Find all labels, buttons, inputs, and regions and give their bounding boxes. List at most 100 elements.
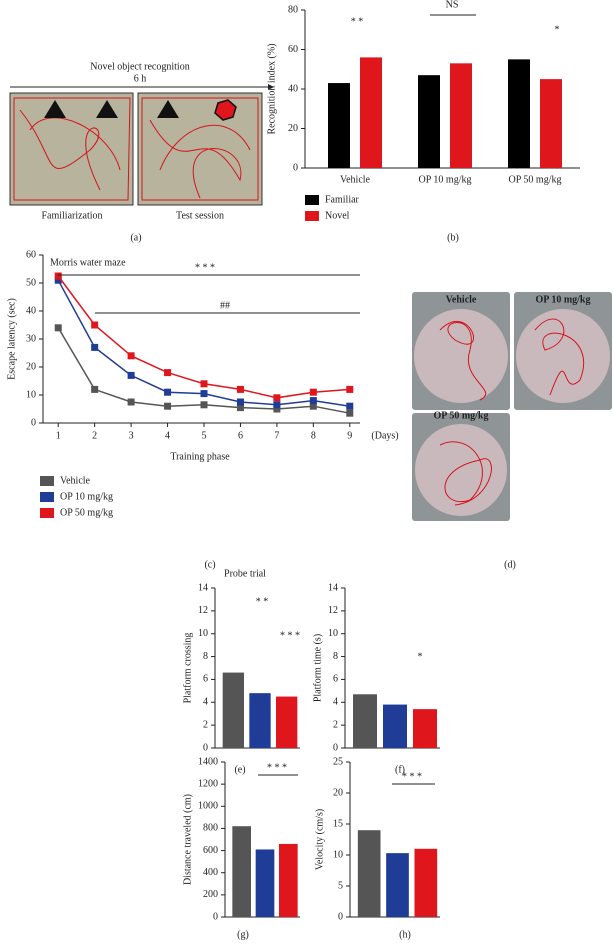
legend-label: OP 10 mg/kg (60, 491, 113, 502)
point (200, 390, 208, 398)
point (346, 409, 354, 417)
y-axis-label: Velocity (cm/s) (314, 809, 325, 870)
panel-label: (h) (399, 929, 411, 940)
legend-swatch (40, 492, 54, 502)
panel-a: Novel object recognition 6 h Familiariza… (9, 61, 274, 243)
y-tick-label: 10 (26, 389, 36, 400)
point (236, 404, 244, 412)
y-tick-label: 0 (333, 742, 338, 753)
bar (450, 63, 472, 169)
point (309, 388, 317, 396)
annotation: * * * (195, 262, 215, 273)
pool (415, 424, 507, 516)
y-tick-label: 20 (288, 123, 298, 134)
point (236, 398, 244, 406)
x-tick-label: 8 (311, 430, 316, 441)
pool-label: Vehicle (446, 294, 477, 305)
y-tick-label: 400 (203, 867, 218, 878)
y-tick-label: 60 (26, 249, 36, 260)
box-label: Test session (176, 210, 224, 221)
y-tick-label: 10 (333, 849, 343, 860)
point (200, 401, 208, 409)
x-tick-label: 1 (56, 430, 61, 441)
bar (353, 694, 377, 748)
y-tick-label: 6 (333, 674, 338, 685)
point (127, 371, 135, 379)
bar (414, 848, 438, 917)
y-tick-label: 25 (333, 756, 343, 767)
chart-title: Morris water maze (50, 257, 126, 268)
point (164, 388, 172, 396)
y-tick-label: 8 (333, 651, 338, 662)
swim-path (534, 318, 584, 396)
panel-a-title: Novel object recognition (90, 61, 189, 72)
pool (414, 309, 508, 403)
y-tick-label: 14 (198, 582, 208, 593)
point (91, 385, 99, 393)
annotation: * * * (267, 762, 287, 773)
bar (386, 853, 409, 917)
point (127, 352, 135, 360)
track (141, 97, 259, 201)
y-tick-label: 200 (203, 889, 218, 900)
y-tick-label: 0 (338, 911, 343, 922)
point (309, 397, 317, 405)
bar (328, 83, 350, 168)
y-tick-label: 12 (198, 605, 208, 616)
y-axis-label: Escape latency (sec) (6, 298, 17, 380)
x-tick-label: OP 10 mg/kg (419, 174, 472, 185)
x-tick-label: Vehicle (340, 174, 371, 185)
point (273, 401, 281, 409)
x-axis-label: Training phase (170, 451, 230, 462)
y-tick-label: 4 (203, 697, 208, 708)
annotation: NS (446, 0, 459, 10)
y-tick-label: 5 (338, 880, 343, 891)
point (164, 402, 172, 410)
x-tick-label: 3 (129, 430, 134, 441)
annotation: * (418, 651, 423, 662)
y-tick-label: 50 (26, 277, 36, 288)
legend-label: Novel (325, 210, 350, 221)
y-tick-label: 10 (328, 628, 338, 639)
y-tick-label: 40 (26, 305, 36, 316)
y-tick-label: 80 (288, 4, 298, 15)
panel-label: (b) (447, 232, 459, 243)
y-tick-label: 40 (288, 83, 298, 94)
legend-swatch (40, 508, 54, 518)
y-tick-label: 12 (328, 605, 338, 616)
legend-swatch (305, 195, 319, 205)
arena-box (9, 92, 134, 206)
track (13, 97, 131, 201)
point (273, 394, 281, 402)
y-tick-label: 10 (198, 628, 208, 639)
y-tick-label: 15 (333, 818, 343, 829)
bar (418, 75, 440, 168)
x-tick-label: 2 (92, 430, 97, 441)
panel-label: (f) (395, 764, 405, 775)
point (54, 276, 62, 284)
panel-label: (c) (204, 559, 215, 570)
annotation: * * (351, 16, 364, 27)
box-label: Familiarization (41, 210, 102, 221)
object (96, 100, 118, 118)
x-tick-label: 9 (347, 430, 352, 441)
point (164, 369, 172, 377)
point (54, 272, 62, 280)
point (127, 398, 135, 406)
bar (413, 709, 437, 748)
pool-label: OP 10 mg/kg (535, 294, 590, 305)
y-tick-label: 14 (328, 582, 338, 593)
legend-label: Vehicle (60, 475, 91, 486)
point (309, 402, 317, 410)
y-tick-label: 4 (333, 697, 338, 708)
y-tick-label: 20 (26, 361, 36, 372)
bar (383, 704, 407, 748)
x-tick-label: 5 (202, 430, 207, 441)
legend-swatch (40, 476, 54, 486)
y-tick-label: 30 (26, 333, 36, 344)
x-tick-label: OP 50 mg/kg (509, 174, 562, 185)
y-tick-label: 800 (203, 823, 218, 834)
y-tick-label: 0 (213, 911, 218, 922)
point (91, 343, 99, 351)
